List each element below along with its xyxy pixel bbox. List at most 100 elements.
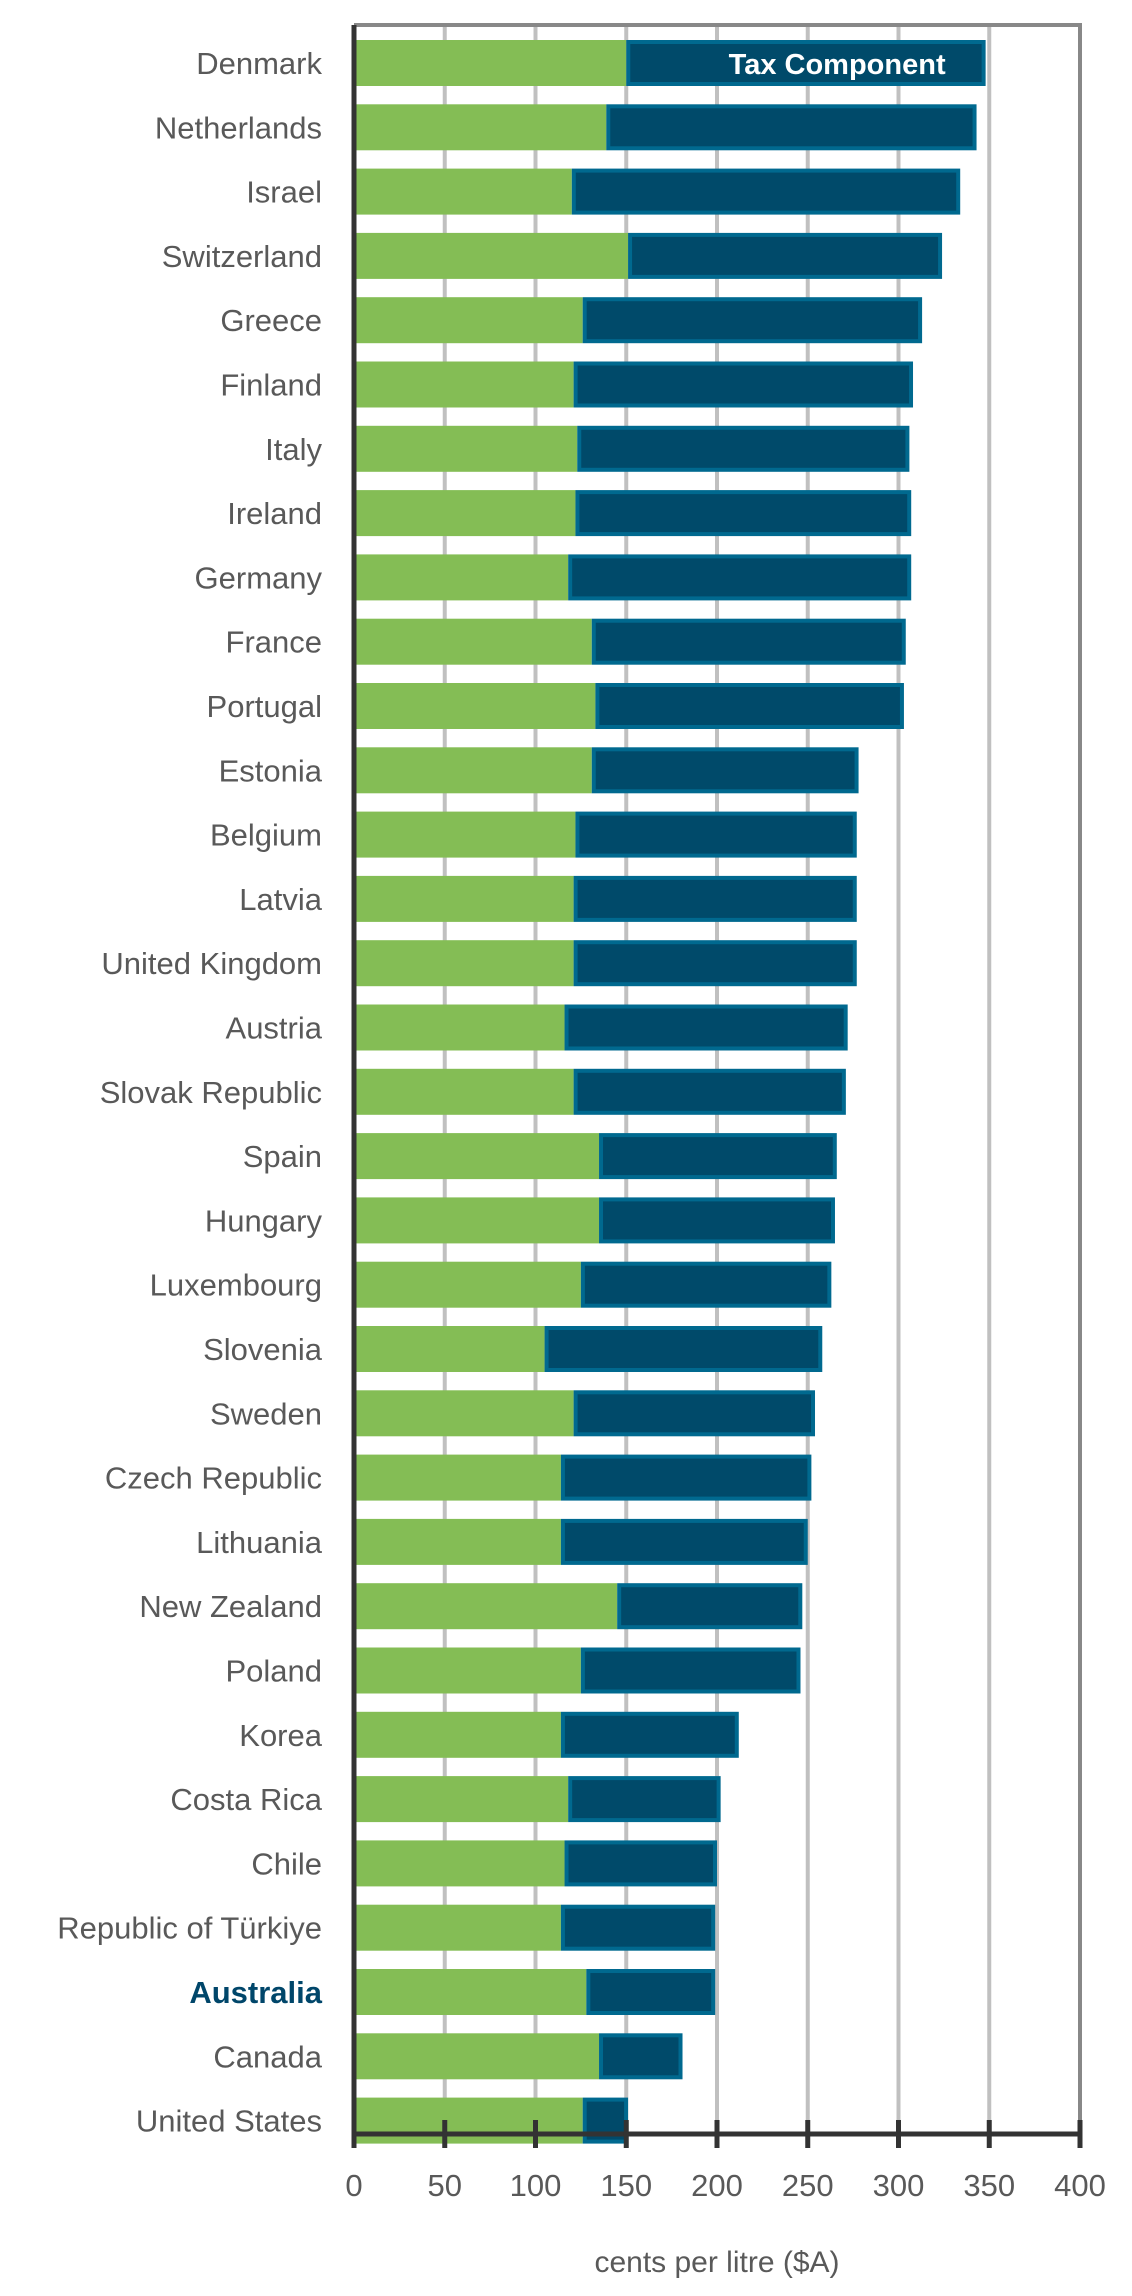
bar-non-tax (354, 1647, 581, 1694)
x-tick-label: 100 (510, 2168, 562, 2203)
category-label: Latvia (239, 882, 322, 917)
x-axis-title: cents per litre ($A) (594, 2246, 839, 2279)
bar-non-tax (354, 1583, 618, 1630)
bar-non-tax (354, 554, 569, 601)
bar-tax (586, 1969, 716, 2015)
bar-non-tax (354, 1133, 600, 1180)
bar-tax (573, 361, 914, 408)
bar-tax (591, 747, 859, 794)
bar-non-tax (354, 1197, 600, 1244)
bar-non-tax (354, 104, 607, 151)
bar-non-tax (354, 1454, 561, 1501)
bar-non-tax (354, 1068, 574, 1115)
category-label: Poland (225, 1654, 322, 1689)
category-label: Lithuania (196, 1525, 323, 1560)
bar-non-tax (354, 1390, 574, 1437)
bar-tax (573, 1390, 816, 1437)
bar-tax (560, 1454, 812, 1501)
bar-non-tax (354, 875, 574, 922)
bar-tax (564, 1840, 717, 1887)
category-label: Slovak Republic (100, 1075, 322, 1110)
bar-non-tax (354, 425, 578, 472)
bar-non-tax (354, 2033, 600, 2080)
x-tick-label: 400 (1054, 2168, 1106, 2203)
category-label: Australia (189, 1975, 322, 2010)
category-label: Netherlands (155, 110, 322, 145)
category-label: Israel (246, 175, 322, 210)
bar-tax (580, 1261, 832, 1308)
x-tick-label: 350 (963, 2168, 1015, 2203)
category-label: Costa Rica (170, 1782, 322, 1817)
category-label: Korea (239, 1718, 322, 1753)
bar-non-tax (354, 1840, 565, 1887)
bar-non-tax (354, 1711, 561, 1758)
bar-tax (582, 297, 923, 344)
bar-non-tax (354, 747, 592, 794)
category-label: United Kingdom (101, 946, 322, 981)
x-axis: 0 50 100 150 200 250 300 350 400 (345, 25, 1106, 2203)
bar-non-tax (354, 618, 592, 665)
bar-tax (591, 618, 906, 665)
bar-non-tax (354, 40, 627, 86)
category-label: Greece (220, 303, 322, 338)
bar-non-tax (354, 168, 572, 215)
bar-tax (544, 1326, 823, 1372)
category-label: Canada (213, 2039, 322, 2074)
bar-tax (599, 1197, 835, 1244)
bar-tax (573, 875, 857, 922)
category-label: Hungary (205, 1203, 323, 1238)
x-tick-label: 250 (782, 2168, 834, 2203)
bar-tax (575, 490, 912, 537)
bar-tax (560, 1904, 716, 1951)
bar-tax (577, 425, 910, 472)
x-tick-label: 200 (691, 2168, 743, 2203)
bar-tax (560, 1518, 808, 1565)
category-label: Portugal (207, 689, 322, 724)
bar-non-tax (354, 1004, 565, 1051)
bar-tax (617, 1583, 803, 1630)
category-label: Chile (251, 1846, 322, 1881)
category-label: Ireland (227, 496, 322, 531)
category-label: Estonia (219, 753, 323, 788)
bar-tax (606, 104, 977, 151)
category-label: New Zealand (139, 1589, 322, 1624)
x-tick-label: 300 (873, 2168, 925, 2203)
category-label: Austria (226, 1011, 323, 1046)
bar-non-tax (354, 683, 596, 729)
bar-tax (626, 40, 986, 86)
bar-non-tax (354, 1776, 569, 1823)
category-label: Czech Republic (105, 1461, 322, 1496)
bar-non-tax (354, 2097, 583, 2144)
bar-tax (628, 232, 943, 279)
bar-tax (580, 1647, 801, 1694)
category-label: Denmark (196, 46, 322, 81)
bar-tax (564, 1004, 848, 1051)
category-label: Republic of Türkiye (57, 1911, 322, 1946)
bar-tax (595, 683, 904, 729)
bar-non-tax (354, 361, 574, 408)
category-label: Belgium (210, 818, 322, 853)
category-label: Luxembourg (150, 1268, 322, 1303)
bar-tax (575, 811, 857, 858)
bar-non-tax (354, 1261, 581, 1308)
category-labels: Denmark Netherlands Israel Switzerland Greec… (57, 46, 323, 2139)
bar-non-tax (354, 940, 574, 987)
category-label: Spain (243, 1139, 322, 1174)
category-label: Italy (265, 432, 322, 467)
x-tick-label: 50 (428, 2168, 462, 2203)
bar-tax (599, 1133, 837, 1180)
bar-tax (573, 1068, 846, 1115)
bar-tax (573, 940, 857, 987)
category-label: United States (136, 2104, 322, 2139)
legend-tax-component: Tax Component (729, 49, 946, 81)
category-label: Germany (195, 560, 323, 595)
bars (354, 40, 986, 2144)
bar-non-tax (354, 811, 576, 858)
bar-non-tax (354, 490, 576, 537)
bar-non-tax (354, 1326, 545, 1372)
category-label: Switzerland (162, 239, 322, 274)
bar-non-tax (354, 1518, 561, 1565)
x-tick-label: 150 (600, 2168, 652, 2203)
bar-tax (571, 168, 961, 215)
